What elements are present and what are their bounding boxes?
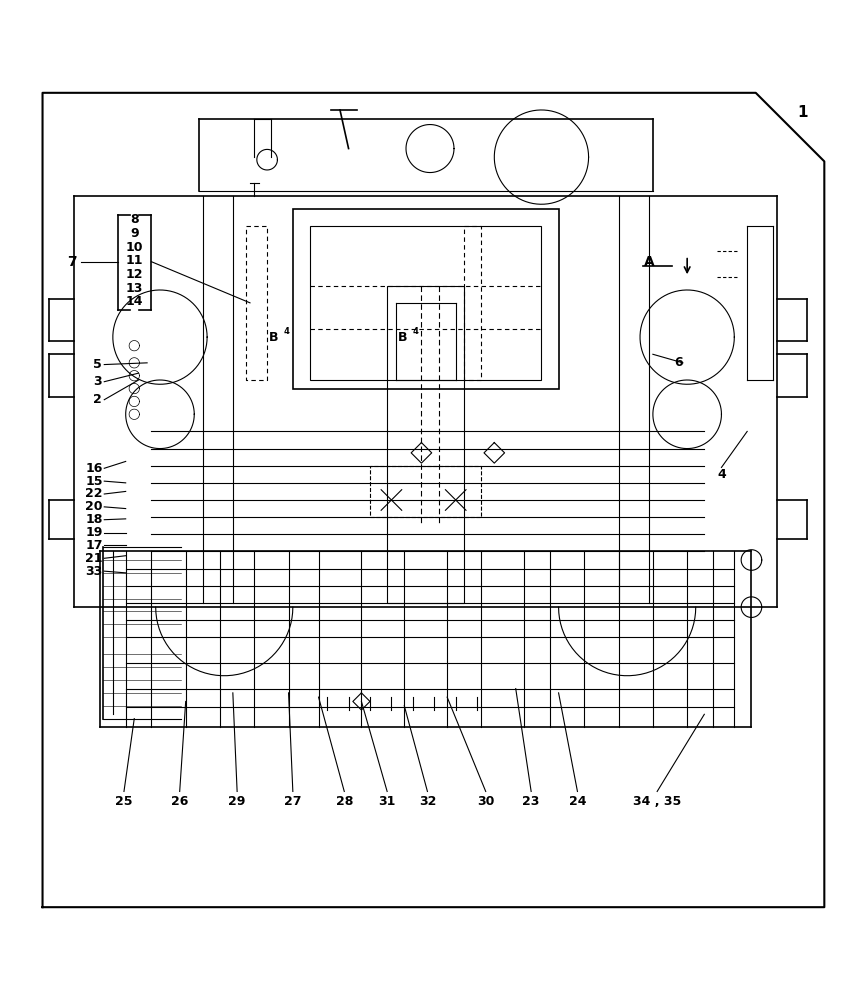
Text: 4: 4: [413, 327, 418, 336]
Bar: [370, 466, 482, 517]
Text: 16: 16: [85, 462, 102, 475]
Text: 4: 4: [284, 327, 290, 336]
Text: 11: 11: [126, 254, 143, 267]
Text: 3: 3: [93, 375, 101, 388]
Text: B: B: [398, 331, 408, 344]
Text: 15: 15: [85, 475, 102, 488]
Text: 12: 12: [126, 268, 143, 281]
Text: 1: 1: [797, 105, 808, 120]
Bar: [310, 226, 542, 380]
Text: 17: 17: [85, 539, 102, 552]
Text: 21: 21: [85, 552, 102, 565]
Text: 18: 18: [85, 513, 102, 526]
Text: 9: 9: [130, 227, 138, 240]
Text: 8: 8: [130, 213, 138, 226]
Text: 13: 13: [126, 282, 143, 295]
Text: A: A: [644, 255, 654, 269]
Text: B: B: [269, 331, 279, 344]
Text: 29: 29: [229, 795, 246, 808]
Text: 10: 10: [126, 241, 143, 254]
Bar: [293, 209, 559, 389]
Text: 31: 31: [378, 795, 396, 808]
Text: 32: 32: [419, 795, 436, 808]
Text: 28: 28: [335, 795, 353, 808]
Bar: [387, 286, 464, 603]
Text: 34 , 35: 34 , 35: [633, 795, 681, 808]
Text: 19: 19: [85, 526, 102, 539]
Text: 7: 7: [67, 255, 77, 269]
Text: 33: 33: [85, 565, 102, 578]
Text: 22: 22: [85, 487, 102, 500]
Text: 14: 14: [126, 295, 143, 308]
Text: 27: 27: [284, 795, 302, 808]
Text: 30: 30: [477, 795, 494, 808]
Text: 2: 2: [93, 393, 101, 406]
Text: 23: 23: [523, 795, 540, 808]
Text: 4: 4: [717, 468, 726, 481]
Text: 25: 25: [115, 795, 132, 808]
Text: 26: 26: [171, 795, 188, 808]
Text: 24: 24: [568, 795, 587, 808]
Text: 5: 5: [93, 358, 101, 371]
Text: 6: 6: [674, 356, 683, 369]
Text: 20: 20: [85, 500, 102, 513]
